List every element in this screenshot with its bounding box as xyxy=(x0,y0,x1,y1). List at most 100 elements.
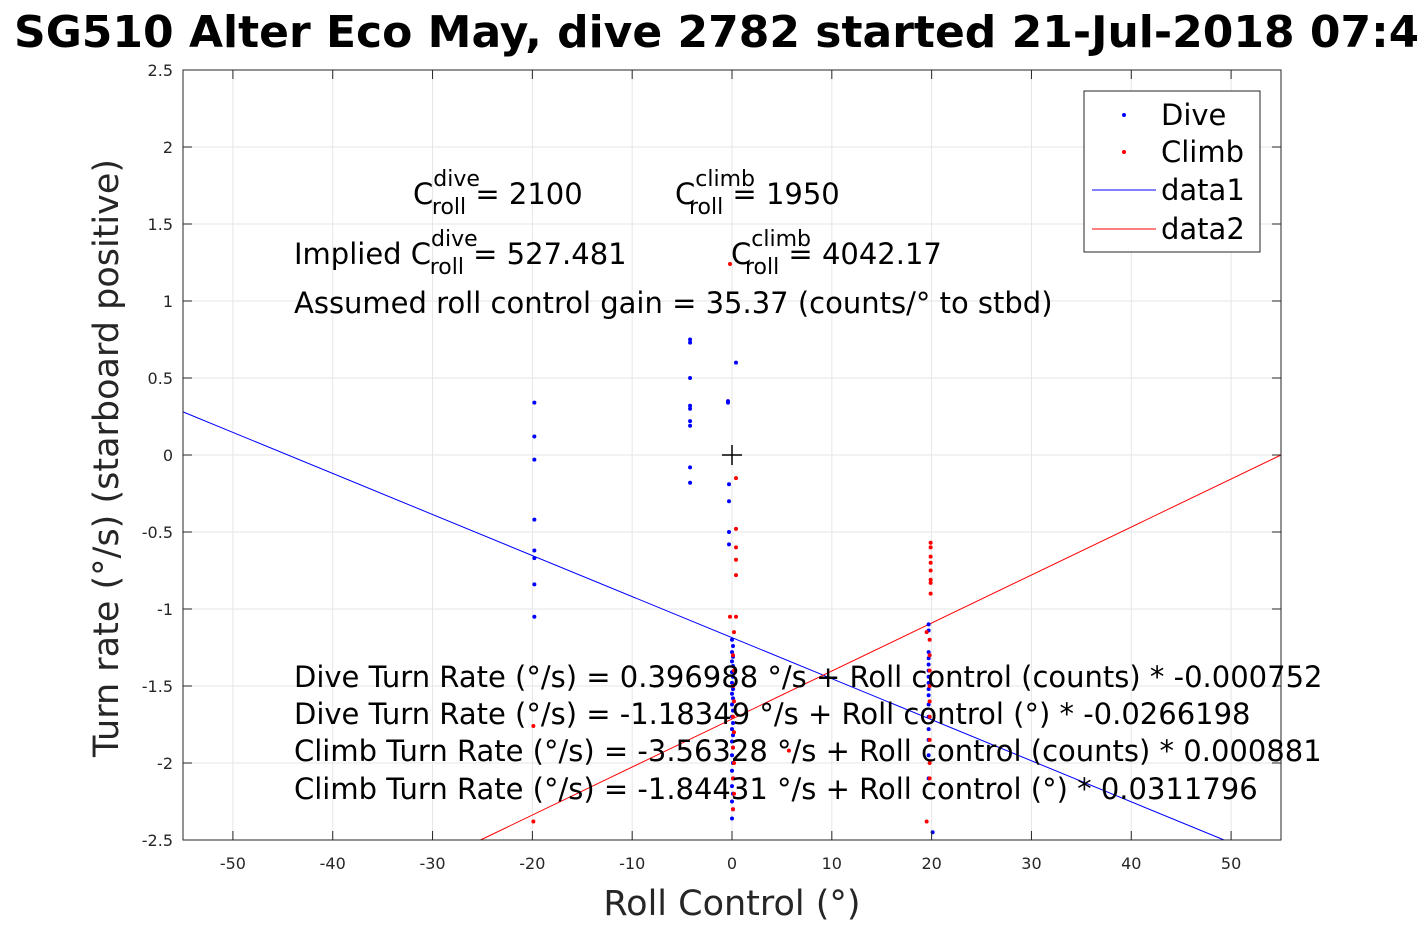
point-dive xyxy=(532,614,537,619)
point-dive xyxy=(730,784,734,789)
point-climb xyxy=(730,684,735,688)
point-dive xyxy=(727,530,732,534)
point-climb xyxy=(927,637,932,642)
point-dive xyxy=(532,517,537,522)
point-climb xyxy=(731,699,736,704)
point-dive xyxy=(926,674,931,679)
point-dive xyxy=(688,337,693,342)
point-dive xyxy=(926,656,931,661)
point-dive xyxy=(730,691,734,696)
point-climb xyxy=(928,577,933,582)
y-tick-label: 2 xyxy=(163,138,173,157)
point-dive xyxy=(733,360,738,365)
point-climb xyxy=(928,580,933,585)
x-tick-label: -50 xyxy=(220,854,246,873)
point-dive xyxy=(688,406,693,411)
x-tick-label: 20 xyxy=(921,854,941,873)
point-dive xyxy=(727,482,732,487)
point-dive xyxy=(730,659,734,664)
x-tick-label: -10 xyxy=(619,854,645,873)
point-dive xyxy=(532,582,537,587)
legend: Dive Climb data1 data2 xyxy=(1083,90,1261,253)
x-tick-label: -40 xyxy=(320,854,346,873)
point-climb xyxy=(733,614,738,619)
legend-box xyxy=(1083,90,1261,253)
point-dive xyxy=(532,457,537,462)
data-points xyxy=(531,262,935,835)
point-climb xyxy=(731,730,736,735)
point-climb xyxy=(928,568,933,573)
point-climb xyxy=(928,545,933,550)
point-dive xyxy=(926,702,931,707)
y-tick-label: -1.5 xyxy=(142,677,173,696)
point-dive xyxy=(926,687,931,692)
x-tick-label: 50 xyxy=(1221,854,1241,873)
point-dive xyxy=(727,499,732,504)
point-climb xyxy=(927,761,932,765)
point-dive xyxy=(730,687,735,692)
point-climb xyxy=(728,262,733,267)
point-dive xyxy=(730,674,735,679)
point-climb xyxy=(733,526,738,531)
point-climb xyxy=(733,545,738,550)
point-dive xyxy=(688,465,693,470)
point-climb xyxy=(731,761,736,765)
point-climb xyxy=(730,745,735,750)
point-dive xyxy=(688,376,693,380)
point-climb xyxy=(730,807,735,812)
y-tick-label: 0.5 xyxy=(148,369,173,388)
point-dive xyxy=(688,480,693,485)
point-dive xyxy=(532,548,537,553)
point-dive xyxy=(926,727,931,732)
legend-climb-marker xyxy=(1122,150,1126,154)
legend-data2-label: data2 xyxy=(1161,212,1245,246)
point-climb xyxy=(927,737,932,742)
point-dive xyxy=(926,693,931,698)
legend-data1-label: data1 xyxy=(1161,173,1245,207)
climb-equation-counts: Climb Turn Rate (°/s) = -3.56328 °/s + R… xyxy=(294,734,1322,768)
point-climb xyxy=(730,776,735,781)
fit-lines xyxy=(182,411,1282,841)
point-climb xyxy=(928,540,933,545)
point-dive xyxy=(730,650,734,655)
point-dive xyxy=(926,622,931,627)
point-climb xyxy=(531,819,536,824)
legend-dive-marker xyxy=(1122,113,1126,117)
point-climb xyxy=(731,630,736,635)
point-dive xyxy=(730,739,734,744)
point-dive xyxy=(688,340,693,345)
point-dive xyxy=(727,542,732,547)
point-dive xyxy=(730,727,734,732)
point-climb xyxy=(927,699,932,704)
x-tick-label: 0 xyxy=(727,854,737,873)
point-dive xyxy=(926,753,931,758)
point-climb xyxy=(927,668,932,673)
legend-dive-label: Dive xyxy=(1161,98,1226,132)
point-climb xyxy=(927,653,932,658)
point-dive xyxy=(730,637,734,642)
point-climb xyxy=(731,668,736,673)
point-dive xyxy=(532,556,537,561)
point-climb xyxy=(728,614,733,619)
point-dive xyxy=(730,816,734,821)
point-dive xyxy=(688,423,693,428)
point-climb xyxy=(927,776,932,781)
climb-equation-degrees: Climb Turn Rate (°/s) = -1.84431 °/s + R… xyxy=(294,772,1258,806)
point-climb xyxy=(928,554,933,559)
y-tick-label: 1.5 xyxy=(148,215,173,234)
point-dive xyxy=(926,680,931,685)
x-axis-label: Roll Control (°) xyxy=(603,884,860,924)
y-tick-label: 0 xyxy=(163,446,173,465)
x-tick-label: 30 xyxy=(1021,854,1041,873)
chart-title: SG510 Alter Eco May, dive 2782 started 2… xyxy=(14,7,1417,58)
point-climb xyxy=(733,476,738,481)
point-climb xyxy=(928,591,933,596)
point-climb xyxy=(730,714,735,719)
point-dive xyxy=(730,708,735,713)
point-dive xyxy=(688,403,693,408)
point-dive xyxy=(730,702,734,707)
y-tick-label: -0.5 xyxy=(142,523,173,542)
c-roll-dive-annotation: Cdive roll = 2100 xyxy=(413,167,583,220)
y-tick-label: -2 xyxy=(157,754,173,773)
